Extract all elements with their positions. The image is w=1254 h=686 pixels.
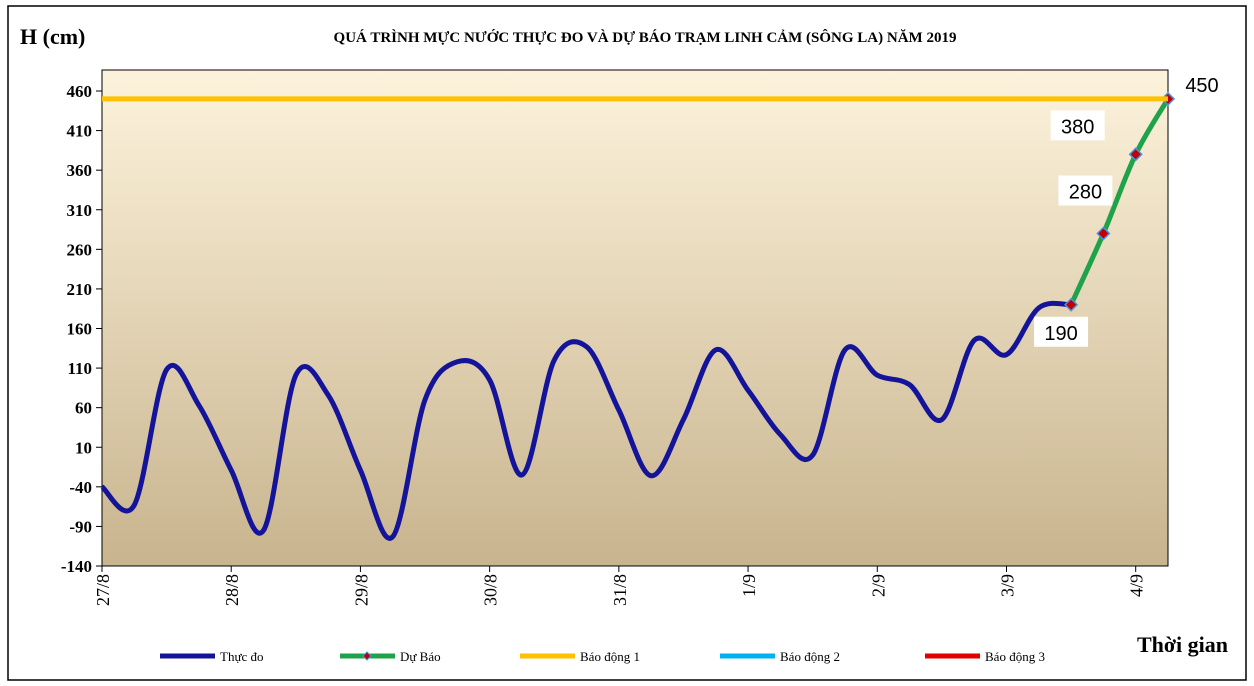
y-tick-label: -90 <box>69 517 92 536</box>
series-line <box>1068 97 1171 306</box>
plot-area <box>101 69 1169 567</box>
data-label-box <box>1175 68 1229 99</box>
data-label: 450 <box>1185 75 1218 97</box>
data-label: 380 <box>1061 116 1094 138</box>
legend-label: Báo động 3 <box>985 649 1045 664</box>
legend-label: Báo động 2 <box>780 649 840 664</box>
data-label-box <box>1058 175 1113 206</box>
y-tick-label: 360 <box>67 161 93 180</box>
y-tick-label: 10 <box>75 438 92 457</box>
y-tick-label: 210 <box>67 280 93 299</box>
x-tick-label: 31/8 <box>610 574 630 606</box>
series-line <box>100 300 1072 541</box>
data-label: 190 <box>1044 323 1077 345</box>
data-label-box <box>1034 316 1089 347</box>
y-tick-label: 410 <box>67 122 93 141</box>
x-tick-label: 4/9 <box>1127 574 1147 597</box>
marker <box>1128 147 1143 162</box>
y-axis-label: H (cm) <box>20 24 85 49</box>
marker <box>1064 297 1079 312</box>
x-tick-label: 28/8 <box>222 574 242 606</box>
chart-title: QUÁ TRÌNH MỰC NƯỚC THỰC ĐO VÀ DỰ BÁO TRẠ… <box>334 29 957 46</box>
x-tick-label: 1/9 <box>739 574 759 597</box>
data-label: 280 <box>1069 182 1102 204</box>
y-tick-label: 460 <box>67 82 93 101</box>
y-tick-label: 110 <box>67 359 92 378</box>
legend-marker <box>362 651 372 661</box>
x-axis-label: Thời gian <box>1137 632 1228 657</box>
marker <box>1096 226 1111 241</box>
y-tick-label: -40 <box>69 478 92 497</box>
x-tick-label: 29/8 <box>351 574 371 606</box>
x-tick-label: 2/9 <box>868 574 888 597</box>
y-tick-label: 160 <box>67 320 93 339</box>
x-tick-label: 3/9 <box>997 574 1017 597</box>
legend-label: Thực đo <box>220 649 264 664</box>
legend-label: Báo động 1 <box>580 649 640 664</box>
y-tick-label: 260 <box>67 240 93 259</box>
x-tick-label: 27/8 <box>93 574 113 606</box>
x-tick-label: 30/8 <box>481 574 501 606</box>
data-label-box <box>1050 110 1105 141</box>
legend-label: Dự Báo <box>400 649 441 664</box>
y-tick-label: 60 <box>75 399 92 418</box>
y-tick-label: -140 <box>61 557 92 576</box>
y-tick-label: 310 <box>67 201 93 220</box>
